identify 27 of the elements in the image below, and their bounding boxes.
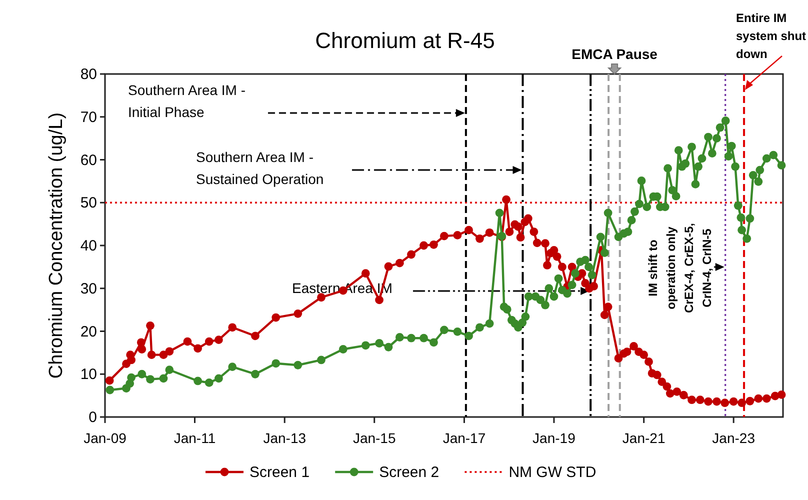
- y-tick-label: 80: [80, 66, 97, 83]
- legend-label: Screen 1: [250, 464, 310, 481]
- x-tick-label: Jan-19: [532, 430, 576, 446]
- ref-line-label: Entire IM system shut down: [736, 11, 806, 61]
- legend-label: NM GW STD: [508, 464, 596, 481]
- y-tick-label: 40: [80, 238, 97, 254]
- y-tick-label: 10: [80, 366, 97, 384]
- x-tick-label: Jan-15: [352, 430, 396, 446]
- ref-line-label: IM shift to operation only CrEX-4, CrEX-5, CrIN-4, CrIN-5: [646, 222, 714, 314]
- y-axis-title: Chromium Concentration (ug/L): [46, 112, 67, 379]
- x-tick-label: Jan-21: [622, 430, 666, 446]
- x-tick-label: Jan-13: [263, 430, 306, 446]
- x-tick-label: Jan-09: [84, 430, 127, 446]
- y-tick-label: 60: [80, 152, 97, 169]
- y-tick-label: 30: [80, 280, 97, 298]
- x-tick-label: Jan-11: [174, 430, 216, 446]
- legend-label: Screen 2: [379, 464, 440, 481]
- x-tick-label: Jan-17: [442, 430, 486, 446]
- y-tick-label: 0: [88, 409, 97, 426]
- y-tick-label: 20: [80, 323, 97, 340]
- chart-title: Chromium at R-45: [315, 28, 495, 53]
- ref-line-label: EMCA Pause: [572, 46, 658, 62]
- y-tick-label: 50: [80, 194, 97, 212]
- annotation: Southern Area IM - Sustained Operation: [196, 149, 324, 187]
- y-tick-label: 70: [80, 108, 97, 126]
- x-tick-label: Jan-23: [712, 430, 756, 446]
- annotation: Southern Area IM - Initial Phase: [128, 82, 246, 120]
